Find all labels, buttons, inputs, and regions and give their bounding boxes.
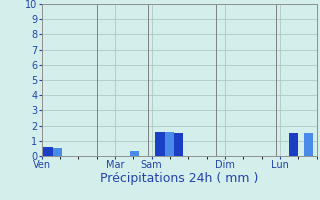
- Bar: [44, 147, 52, 156]
- Bar: [52, 148, 62, 156]
- Bar: [155, 132, 164, 156]
- Bar: [174, 133, 183, 156]
- Bar: [304, 133, 313, 156]
- Bar: [289, 133, 299, 156]
- Bar: [164, 132, 174, 156]
- X-axis label: Précipitations 24h ( mm ): Précipitations 24h ( mm ): [100, 172, 258, 185]
- Bar: [130, 151, 139, 156]
